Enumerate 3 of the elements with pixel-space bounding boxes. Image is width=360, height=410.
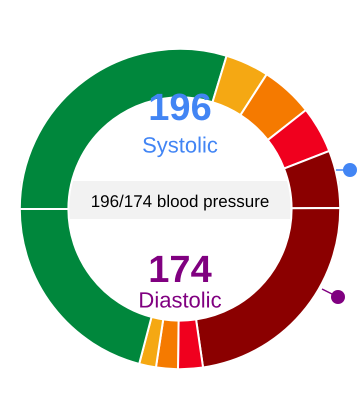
text: 196 [148,87,212,129]
text: Systolic [142,132,218,158]
text: 196/174 blood pressure [90,192,270,211]
